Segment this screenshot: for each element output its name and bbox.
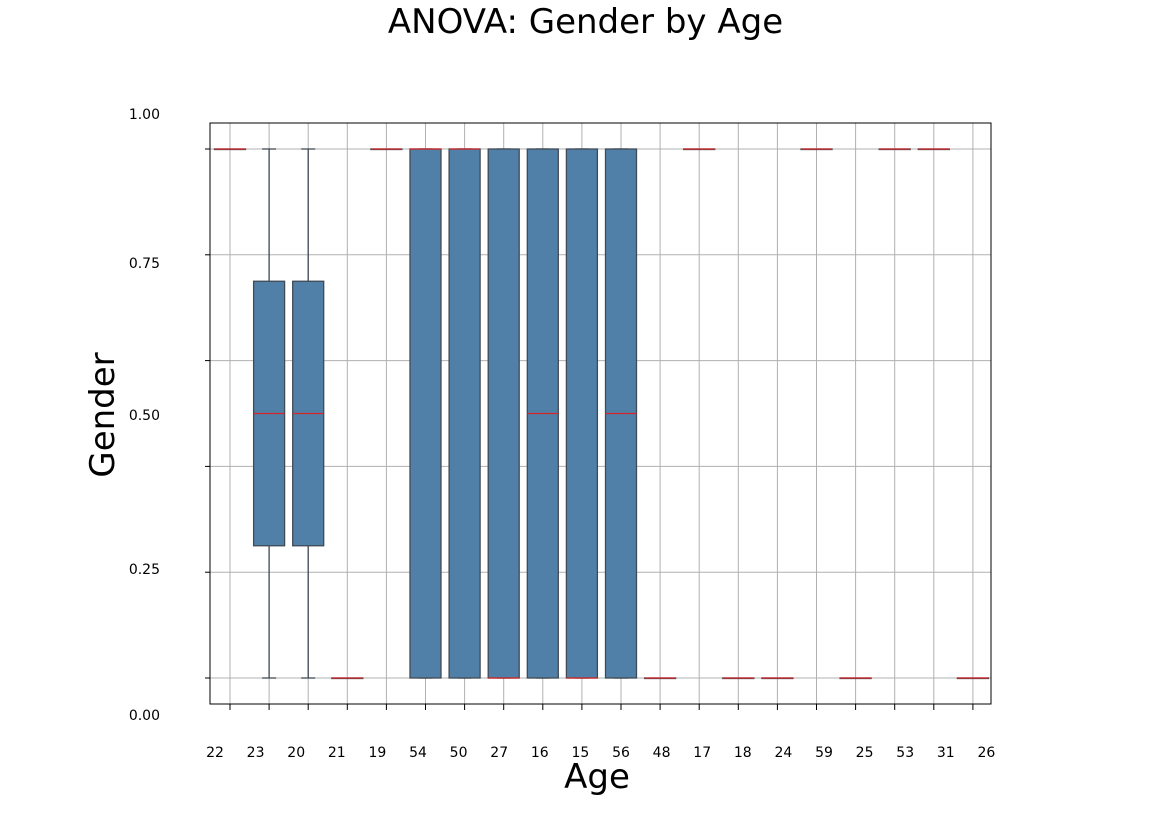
box-31 — [917, 148, 950, 151]
box-body — [565, 148, 599, 679]
axes: 22 23 20 21 19 54 50 27 16 15 56 48 17 18 24 59 25 53 31 26… — [129, 107, 996, 761]
box-body — [448, 148, 481, 679]
box-48 — [643, 677, 677, 680]
grid-lines — [210, 123, 991, 704]
box-series — [213, 148, 990, 680]
box-body — [409, 148, 442, 679]
box-15 — [565, 148, 599, 679]
box-25 — [839, 677, 872, 680]
box-56 — [604, 148, 638, 679]
x-tick-label: 59 — [815, 745, 833, 761]
box-20 — [292, 148, 325, 679]
x-tick-label: 22 — [206, 745, 224, 761]
x-tick-label: 23 — [247, 745, 265, 761]
x-tick-label: 21 — [328, 745, 346, 761]
box-body — [487, 148, 520, 679]
box-22 — [213, 148, 247, 151]
box-53 — [878, 148, 911, 151]
box-18 — [722, 677, 755, 680]
x-tick-label: 26 — [977, 745, 995, 761]
box-19 — [370, 148, 403, 151]
box-59 — [800, 148, 833, 151]
y-tick-label: 0.25 — [129, 562, 160, 578]
x-tick-label: 48 — [653, 745, 671, 761]
x-tick-label: 50 — [450, 745, 468, 761]
box-50 — [448, 148, 481, 679]
x-tick-label: 18 — [734, 745, 752, 761]
box-24 — [761, 677, 794, 680]
box-17 — [683, 148, 716, 151]
x-tick-label: 25 — [856, 745, 874, 761]
x-tick-label: 27 — [490, 745, 508, 761]
box-16 — [526, 148, 559, 679]
x-axis-label: Age — [564, 757, 630, 797]
x-tick-label: 20 — [287, 745, 305, 761]
box-21 — [331, 677, 364, 680]
x-tick-label: 19 — [368, 745, 386, 761]
plot-area-frame — [209, 122, 992, 705]
x-tick-label: 17 — [693, 745, 711, 761]
y-tick-label: 0.00 — [129, 708, 160, 724]
y-tick-label: 0.75 — [129, 256, 160, 272]
box-54 — [409, 148, 442, 679]
box-26 — [956, 677, 990, 680]
x-tick-label: 15 — [571, 745, 589, 761]
x-tick-label: 53 — [896, 745, 914, 761]
x-tick-label: 56 — [612, 745, 630, 761]
y-tick-label: 0.50 — [129, 408, 160, 424]
x-tick-label: 31 — [937, 745, 955, 761]
box-27 — [487, 148, 520, 679]
x-tick-label: 16 — [531, 745, 549, 761]
x-tick-label: 24 — [774, 745, 792, 761]
chart-title: ANOVA: Gender by Age — [387, 2, 784, 42]
y-tick-label: 1.00 — [129, 107, 160, 123]
box-23 — [252, 148, 286, 679]
x-tick-label: 54 — [409, 745, 427, 761]
y-axis-label: Gender — [83, 352, 123, 477]
